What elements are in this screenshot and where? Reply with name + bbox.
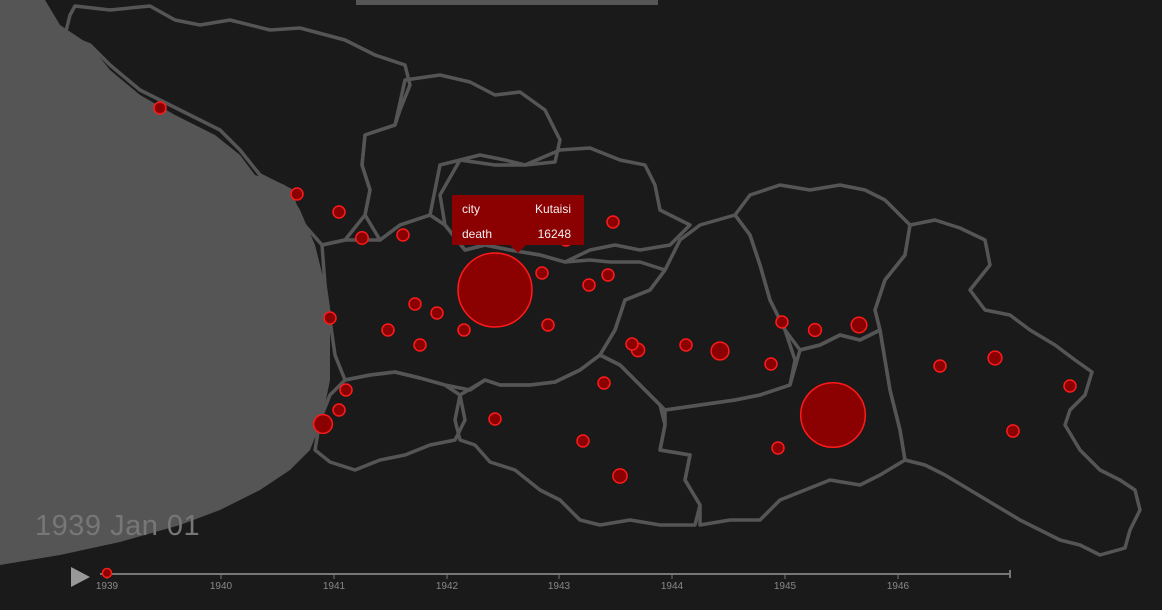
region-kakheti bbox=[873, 218, 1142, 557]
city-marker[interactable] bbox=[597, 376, 611, 390]
city-marker[interactable] bbox=[413, 338, 427, 352]
timeline-tick-label: 1940 bbox=[210, 581, 233, 592]
city-marker[interactable] bbox=[710, 341, 730, 361]
city-marker[interactable] bbox=[488, 412, 502, 426]
timeline[interactable]: 1939 1940 1941 1942 1943 1944 1945 1946 bbox=[96, 567, 1011, 593]
timeline-tick-label: 1946 bbox=[887, 581, 910, 592]
top-bar bbox=[356, 0, 658, 5]
timeline-handle[interactable] bbox=[101, 567, 113, 579]
city-marker[interactable] bbox=[457, 323, 471, 337]
city-marker[interactable] bbox=[612, 468, 628, 484]
city-marker[interactable] bbox=[355, 231, 369, 245]
city-marker[interactable] bbox=[771, 441, 785, 455]
city-marker[interactable] bbox=[807, 322, 823, 338]
region-shida-kartli bbox=[598, 213, 797, 412]
timeline-tick-label: 1943 bbox=[548, 581, 571, 592]
city-marker[interactable] bbox=[396, 228, 410, 242]
tooltip-city-key: city bbox=[462, 202, 480, 216]
city-marker[interactable] bbox=[606, 215, 620, 229]
date-label: 1939 Jan 01 bbox=[35, 510, 201, 542]
city-marker[interactable] bbox=[775, 315, 789, 329]
play-icon[interactable] bbox=[71, 567, 90, 587]
black-sea bbox=[0, 0, 330, 565]
timeline-tick-label: 1944 bbox=[661, 581, 684, 592]
city-marker[interactable] bbox=[290, 187, 304, 201]
city-marker[interactable] bbox=[430, 306, 444, 320]
city-marker[interactable] bbox=[541, 318, 555, 332]
city-marker[interactable] bbox=[535, 266, 549, 280]
city-marker[interactable] bbox=[153, 101, 167, 115]
city-markers bbox=[153, 101, 1077, 484]
city-marker[interactable] bbox=[408, 297, 422, 311]
city-marker[interactable] bbox=[601, 268, 615, 282]
region-mtskheta bbox=[733, 183, 912, 352]
timeline-tick-label: 1942 bbox=[436, 581, 459, 592]
city-marker[interactable] bbox=[1006, 424, 1020, 438]
region-kvemo-kartli bbox=[658, 328, 907, 527]
city-marker[interactable] bbox=[1063, 379, 1077, 393]
tooltip-death-key: death bbox=[462, 227, 493, 241]
tooltip-death-value: 16248 bbox=[537, 227, 571, 241]
city-marker[interactable] bbox=[339, 383, 353, 397]
city-marker[interactable] bbox=[987, 350, 1003, 366]
city-marker[interactable] bbox=[332, 205, 346, 219]
city-marker[interactable] bbox=[933, 359, 947, 373]
city-marker[interactable] bbox=[799, 381, 867, 449]
city-marker[interactable] bbox=[381, 323, 395, 337]
city-marker[interactable] bbox=[679, 338, 693, 352]
city-marker[interactable] bbox=[312, 413, 334, 435]
timeline-tick-label: 1945 bbox=[774, 581, 797, 592]
region-adjara bbox=[313, 370, 467, 472]
city-marker[interactable] bbox=[332, 403, 346, 417]
city-marker[interactable] bbox=[582, 278, 596, 292]
city-marker[interactable] bbox=[457, 252, 533, 328]
city-marker[interactable] bbox=[625, 337, 639, 351]
timeline-tick-label: 1941 bbox=[323, 581, 346, 592]
city-tooltip: city Kutaisi death 16248 bbox=[452, 195, 584, 253]
city-marker[interactable] bbox=[850, 316, 868, 334]
city-marker[interactable] bbox=[764, 357, 778, 371]
tooltip-city-value: Kutaisi bbox=[534, 202, 571, 216]
city-marker[interactable] bbox=[323, 311, 337, 325]
timeline-tick-label: 1939 bbox=[96, 581, 119, 592]
city-marker[interactable] bbox=[576, 434, 590, 448]
